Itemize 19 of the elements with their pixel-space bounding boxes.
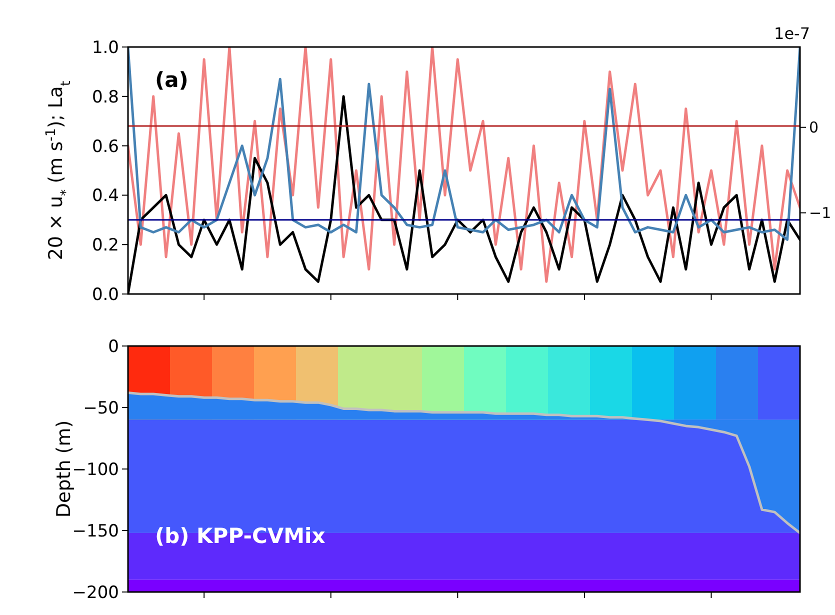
y-tick-label: −200 (72, 582, 119, 603)
y-tick-label: 0.6 (92, 136, 119, 157)
line-series (128, 47, 800, 241)
y-tick-label: 0 (108, 336, 119, 357)
y2-tick-label: 0 (809, 118, 819, 137)
y-tick-label: −50 (83, 398, 119, 418)
y-tick-label: 0.0 (92, 284, 119, 305)
y-tick-label: −100 (72, 460, 119, 480)
text: 1e-7 (774, 24, 810, 43)
y2-tick-label: −1 (809, 204, 832, 222)
y-axis-title: Depth (m) (53, 420, 75, 518)
line-series (128, 47, 800, 283)
annotation: (b) KPP-CVMix (155, 524, 326, 548)
y-tick-label: 0.8 (92, 87, 119, 108)
y-tick-label: 1.0 (92, 38, 119, 58)
y-tick-label: 0.4 (92, 186, 119, 206)
y-tick-label: 0.2 (92, 236, 119, 256)
y-tick-label: −150 (72, 521, 119, 542)
annotation: (a) (155, 68, 188, 92)
